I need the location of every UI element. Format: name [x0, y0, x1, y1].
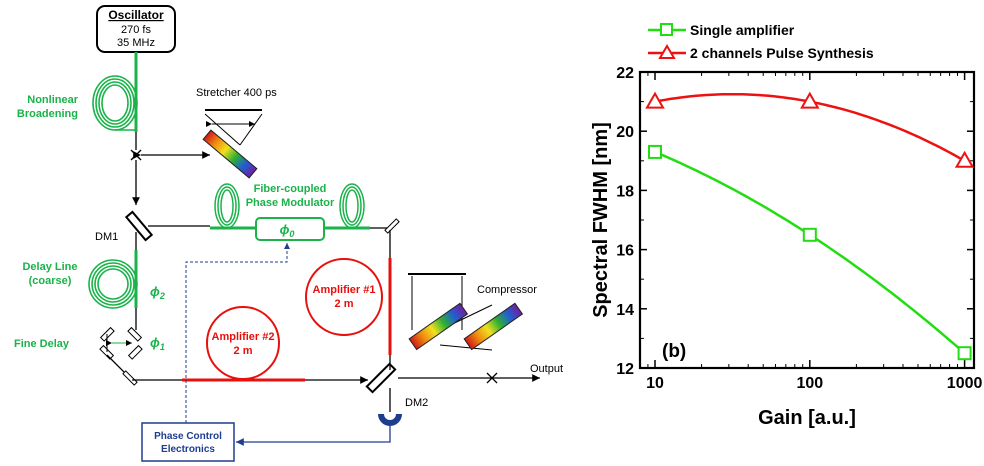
oscillator-rate: 35 MHz	[117, 37, 155, 49]
legend-item-single: Single amplifier	[648, 22, 795, 38]
phi2-symbol: ϕ2	[150, 284, 165, 301]
setup-diagram: Oscillator 270 fs 35 MHz Nonlinear Broad…	[14, 5, 563, 462]
isolator-2	[486, 372, 498, 384]
output-label: Output	[530, 363, 563, 375]
modulator-label-1: Fiber-coupled	[254, 183, 327, 195]
amplifier-2-label-1: Amplifier #2	[212, 331, 275, 343]
dm2-label: DM2	[405, 397, 428, 409]
compressor-label: Compressor	[477, 284, 537, 296]
amplifier-2-label-2: 2 m	[234, 345, 253, 357]
fwhm-chart: Single amplifier 2 channels Pulse Synthe…	[590, 22, 983, 429]
x-tick-label: 100	[796, 375, 823, 392]
oscillator-duration: 270 fs	[121, 24, 151, 36]
y-tick-label: 20	[616, 124, 634, 141]
y-tick-label: 18	[616, 183, 634, 200]
dm1-label: DM1	[95, 231, 118, 243]
fine-delay-mirrors	[99, 326, 143, 360]
y-axis-label: Spectral FWHM [nm]	[590, 122, 612, 318]
y-tick-label: 12	[616, 361, 634, 378]
compressor	[408, 273, 524, 351]
data-point-single	[957, 346, 972, 361]
modulator-coil-left	[214, 183, 240, 229]
amplifier-1-coil	[305, 258, 383, 336]
oscillator-title: Oscillator	[108, 8, 164, 22]
phase-control-box	[141, 422, 235, 462]
series-marks	[645, 91, 975, 361]
y-tick-label: 22	[616, 65, 634, 82]
legend-item-synthesis: 2 channels Pulse Synthesis	[648, 44, 874, 61]
legend-label-single: Single amplifier	[690, 22, 795, 38]
y-tick-label: 16	[616, 243, 634, 260]
phase-modulator-box	[255, 217, 325, 241]
oscillator-box: Oscillator 270 fs 35 MHz	[96, 5, 176, 53]
amplifier-1-label-1: Amplifier #1	[313, 284, 376, 296]
stretcher-label: Stretcher 400 ps	[196, 87, 277, 99]
phi0-symbol: ϕ0	[280, 222, 295, 239]
modulator-coil-right	[339, 183, 365, 229]
nonlinear-label-1: Nonlinear	[27, 94, 78, 106]
photodetector	[378, 414, 402, 426]
x-tick-label: 1000	[947, 375, 983, 392]
fold-mirror-2	[122, 370, 138, 386]
amplifier-1-label-2: 2 m	[335, 298, 354, 310]
delay-line-label-2: (coarse)	[29, 275, 72, 287]
delay-line-label-1: Delay Line	[22, 261, 77, 273]
nonlinear-label-2: Broadening	[17, 108, 78, 120]
x-tick-label: 10	[646, 375, 664, 392]
axes: 12 14 16 18 20 22 10 100 1000	[616, 65, 982, 392]
control-signal-line	[185, 243, 290, 423]
dm1-mirror	[124, 210, 154, 242]
data-point-single	[802, 227, 817, 242]
fine-delay-label: Fine Delay	[14, 338, 70, 350]
data-point-single	[648, 144, 663, 159]
data-point-synthesis	[645, 91, 665, 109]
legend: Single amplifier 2 channels Pulse Synthe…	[648, 22, 874, 61]
feedback-line	[236, 426, 391, 446]
amplifier-2-coil	[206, 306, 280, 380]
isolator-1	[130, 149, 142, 161]
x-axis-label: Gain [a.u.]	[758, 407, 856, 429]
phase-control-label-1: Phase Control	[154, 431, 222, 442]
data-point-synthesis	[954, 150, 975, 168]
fold-mirror-1	[384, 218, 400, 234]
stretcher	[202, 109, 263, 179]
phi1-symbol: ϕ1	[150, 335, 165, 352]
modulator-label-2: Phase Modulator	[246, 197, 335, 209]
delay-line-coil	[88, 259, 138, 309]
phase-control-label-2: Electronics	[161, 444, 215, 455]
plot-area	[638, 70, 976, 370]
y-tick-label: 14	[616, 302, 634, 319]
legend-label-synthesis: 2 channels Pulse Synthesis	[690, 45, 874, 61]
data-point-synthesis	[800, 91, 820, 109]
panel-label: (b)	[662, 341, 686, 362]
dm2-mirror	[365, 362, 397, 394]
nonlinear-fiber-coil	[92, 75, 138, 131]
